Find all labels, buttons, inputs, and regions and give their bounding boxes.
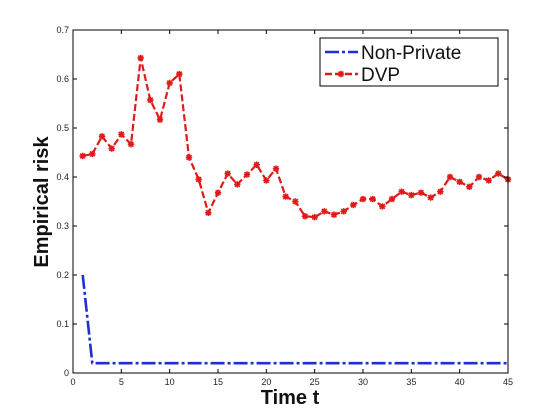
data-point	[388, 195, 396, 203]
x-tick-label: 25	[310, 377, 320, 387]
data-point	[118, 131, 125, 138]
y-tick-label: 0.3	[56, 221, 69, 231]
legend-label: Non-Private	[361, 43, 461, 64]
data-point	[79, 152, 86, 160]
series-line	[81, 274, 508, 365]
data-point	[263, 177, 270, 184]
y-tick-label: 0	[64, 368, 69, 378]
x-tick-label: 10	[165, 377, 175, 387]
data-point	[253, 161, 260, 168]
y-tick-label: 0.6	[56, 74, 69, 84]
data-point	[456, 178, 463, 186]
axes-frame	[72, 29, 509, 374]
x-tick-label: 5	[119, 377, 124, 387]
y-axis-title: Empirical risk	[31, 136, 53, 268]
legend-item: Non-Private	[325, 43, 461, 64]
x-tick-label: 30	[358, 377, 368, 387]
legend-marker	[337, 70, 345, 78]
data-point	[205, 209, 212, 216]
y-tick-label: 0.1	[56, 319, 69, 329]
data-point	[350, 201, 357, 209]
x-tick-label: 35	[406, 377, 416, 387]
data-point	[437, 188, 444, 195]
data-point	[359, 195, 367, 203]
data-point	[301, 213, 309, 220]
data-point	[176, 70, 183, 78]
x-tick-label: 0	[70, 377, 75, 387]
data-point	[98, 133, 106, 140]
x-tick-label: 20	[261, 377, 271, 387]
data-point	[156, 116, 164, 123]
data-point	[234, 181, 241, 188]
x-tick-label: 45	[503, 377, 513, 387]
legend-item: DVP	[325, 65, 400, 86]
data-point	[408, 191, 415, 199]
data-point	[243, 171, 251, 178]
y-tick-label: 0.5	[56, 123, 69, 133]
data-point	[214, 189, 222, 196]
data-point	[185, 154, 193, 161]
data-point	[495, 170, 502, 177]
data-point	[446, 173, 454, 181]
data-point	[224, 170, 231, 177]
data-point	[417, 189, 425, 196]
data-point	[369, 195, 376, 203]
data-point	[147, 96, 154, 104]
data-point	[137, 54, 144, 62]
axes: 0 5 10 15 20 25 30 35 40 45 0 0.1 0.2 0.3 0.4 0.5 0.6 0.7	[56, 25, 513, 387]
data-point	[195, 176, 202, 183]
x-tick-label: 40	[455, 377, 465, 387]
x-tick-label: 15	[213, 377, 223, 387]
data-point	[311, 213, 318, 221]
data-point	[475, 173, 483, 181]
data-point	[330, 211, 338, 218]
data-point	[127, 140, 135, 148]
data-point	[379, 203, 386, 210]
series-1	[81, 274, 508, 365]
data-point	[282, 193, 289, 200]
plot-area	[79, 54, 512, 365]
data-point	[398, 188, 405, 195]
y-tick-label: 0.4	[56, 172, 69, 182]
legend-box	[319, 37, 499, 87]
data-point	[292, 198, 299, 205]
data-point	[427, 194, 434, 201]
data-point	[272, 165, 280, 172]
data-point	[466, 183, 473, 190]
data-point	[108, 145, 115, 152]
data-point	[340, 208, 347, 215]
data-point	[321, 208, 328, 215]
data-point	[485, 177, 492, 184]
data-point	[166, 79, 173, 87]
y-tick-label: 0.2	[56, 270, 69, 280]
legend-label: DVP	[361, 65, 400, 86]
data-point	[89, 150, 96, 158]
y-tick-label: 0.7	[56, 25, 69, 35]
x-axis-title: Time t	[261, 387, 320, 409]
